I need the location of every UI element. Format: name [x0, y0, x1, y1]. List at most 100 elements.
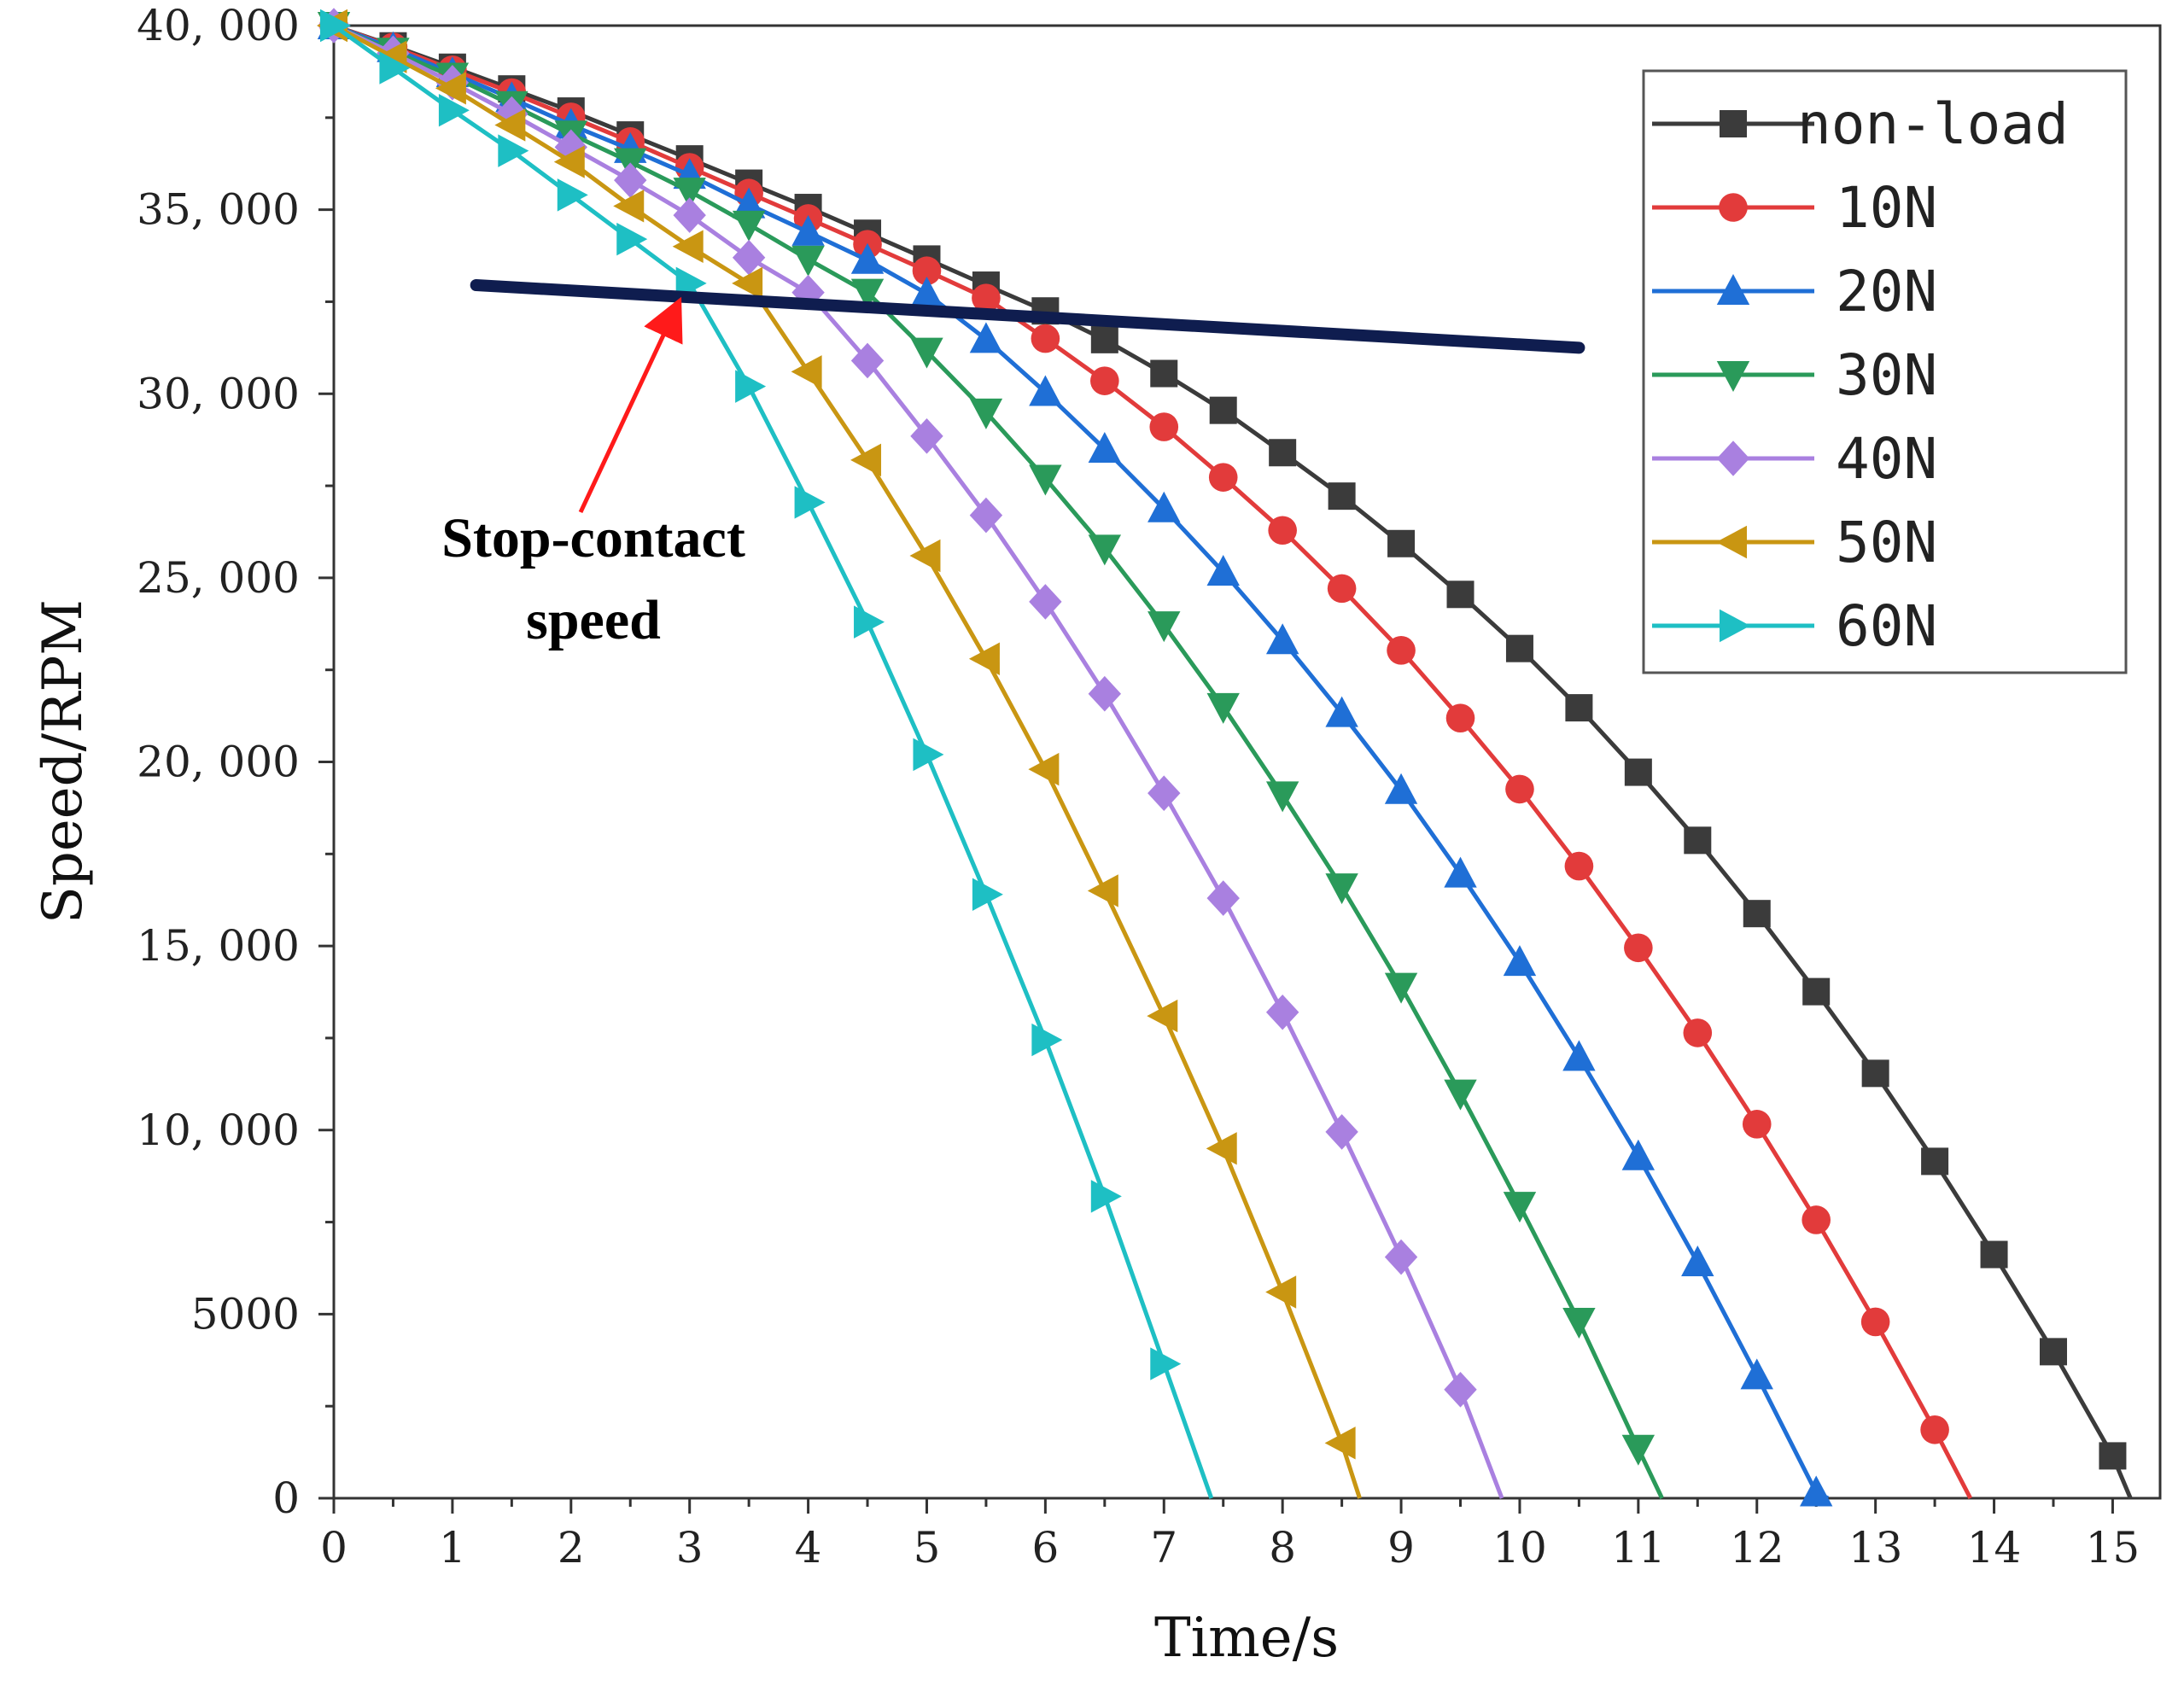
- data-point-60n: [854, 605, 885, 639]
- annotation-text-line2: speed: [526, 589, 661, 651]
- data-point-20n: [850, 242, 885, 274]
- data-point-30n: [1562, 1308, 1596, 1339]
- x-tick-label: 6: [1031, 1523, 1059, 1572]
- data-point-20n: [1621, 1139, 1656, 1170]
- data-point-10n: [1090, 366, 1119, 395]
- data-point-non-load: [1269, 439, 1297, 467]
- y-tick-label: 20, 000: [137, 738, 300, 787]
- legend-marker-50n: [1716, 525, 1747, 559]
- data-point-30n: [1444, 1079, 1477, 1111]
- data-point-non-load: [1861, 1059, 1889, 1088]
- x-tick-label: 7: [1150, 1523, 1177, 1572]
- data-point-30n: [1621, 1434, 1656, 1466]
- data-point-10n: [972, 283, 1001, 312]
- data-point-30n: [1147, 611, 1181, 643]
- series-line-20n: [333, 23, 1830, 1501]
- data-point-50n: [1324, 1427, 1356, 1460]
- legend-marker-60n: [1720, 609, 1750, 643]
- data-point-10n: [1860, 1307, 1890, 1337]
- data-point-50n: [909, 539, 941, 573]
- data-point-30n: [1088, 534, 1122, 566]
- series-30n: [317, 12, 1664, 1500]
- data-point-20n: [1503, 945, 1537, 977]
- data-point-60n: [438, 93, 470, 127]
- legend-item-20n: 20N: [1652, 259, 1937, 324]
- data-point-20n: [910, 276, 943, 307]
- data-point-10n: [1920, 1415, 1949, 1444]
- data-point-20n: [1325, 696, 1358, 727]
- data-point-10n: [1149, 412, 1179, 441]
- data-point-10n: [1327, 574, 1357, 604]
- data-point-60n: [913, 738, 944, 772]
- data-point-10n: [1445, 703, 1475, 732]
- data-point-non-load: [1505, 634, 1533, 662]
- data-point-50n: [732, 266, 763, 300]
- data-point-50n: [791, 355, 822, 388]
- data-point-60n: [557, 178, 588, 212]
- data-point-non-load: [1387, 529, 1416, 557]
- y-tick-label: 30, 000: [137, 369, 300, 418]
- x-tick-label: 5: [914, 1523, 941, 1572]
- data-point-30n: [1503, 1192, 1537, 1223]
- data-point-50n: [435, 72, 466, 105]
- data-point-20n: [1265, 623, 1299, 655]
- data-point-60n: [379, 51, 411, 85]
- data-point-20n: [1681, 1246, 1714, 1276]
- data-point-50n: [613, 190, 645, 223]
- series-20n: [317, 9, 1833, 1507]
- data-point-10n: [1031, 324, 1060, 353]
- data-point-50n: [1087, 874, 1118, 907]
- y-tick-label: 35, 000: [137, 185, 300, 235]
- data-point-non-load: [1980, 1240, 2008, 1269]
- y-tick-label: 5000: [191, 1289, 300, 1339]
- data-point-10n: [1505, 774, 1534, 804]
- data-point-60n: [498, 134, 529, 167]
- legend-label: 40N: [1836, 426, 1937, 492]
- data-point-10n: [1683, 1018, 1713, 1047]
- y-axis: 0 5000 10, 000 15, 000 20, 000 25, 000 30, 000…: [137, 1, 334, 1523]
- data-point-20n: [1562, 1040, 1596, 1071]
- data-point-30n: [1325, 873, 1358, 905]
- x-axis: 0 1 2 3 4 5 6 7 8 9 10 11 12 13 14 15: [320, 1498, 2140, 1572]
- data-point-30n: [1265, 781, 1299, 813]
- data-point-40n: [791, 274, 825, 311]
- data-point-non-load: [1209, 396, 1237, 424]
- data-point-10n: [1742, 1110, 1772, 1139]
- legend: non-load 10N 20N 30N 40N 50N 60N: [1642, 69, 2128, 674]
- data-point-non-load: [1150, 359, 1178, 388]
- legend-label: 30N: [1836, 342, 1937, 408]
- legend-item-non-load: non-load: [1652, 91, 2069, 157]
- series-line-60n: [332, 23, 1214, 1499]
- data-point-20n: [969, 322, 1003, 353]
- data-point-20n: [1384, 773, 1418, 804]
- data-point-60n: [1150, 1347, 1182, 1380]
- data-point-20n: [732, 187, 766, 219]
- data-point-20n: [1800, 1475, 1833, 1507]
- data-point-60n: [794, 486, 826, 519]
- data-point-30n: [732, 210, 766, 242]
- data-point-60n: [320, 9, 351, 43]
- data-point-20n: [1147, 491, 1181, 522]
- data-point-30n: [1206, 692, 1240, 724]
- data-point-40n: [614, 162, 647, 198]
- data-point-10n: [1268, 516, 1297, 546]
- data-point-20n: [1088, 431, 1122, 463]
- data-point-non-load: [2039, 1338, 2067, 1366]
- data-point-30n: [850, 278, 885, 310]
- data-point-30n: [1029, 464, 1062, 496]
- data-point-40n: [1206, 880, 1240, 916]
- data-point-20n: [1206, 554, 1240, 586]
- data-point-non-load: [1624, 758, 1652, 786]
- data-point-40n: [1147, 775, 1181, 811]
- legend-item-50n: 50N: [1652, 510, 1937, 575]
- series-layer: [317, 8, 2133, 1507]
- data-point-20n: [1444, 856, 1477, 888]
- data-point-30n: [969, 398, 1003, 429]
- x-tick-label: 4: [795, 1523, 822, 1572]
- x-tick-label: 9: [1387, 1523, 1415, 1572]
- x-tick-label: 12: [1730, 1523, 1784, 1572]
- data-point-50n: [1265, 1275, 1297, 1309]
- data-point-60n: [616, 222, 648, 256]
- x-tick-label: 11: [1611, 1523, 1666, 1572]
